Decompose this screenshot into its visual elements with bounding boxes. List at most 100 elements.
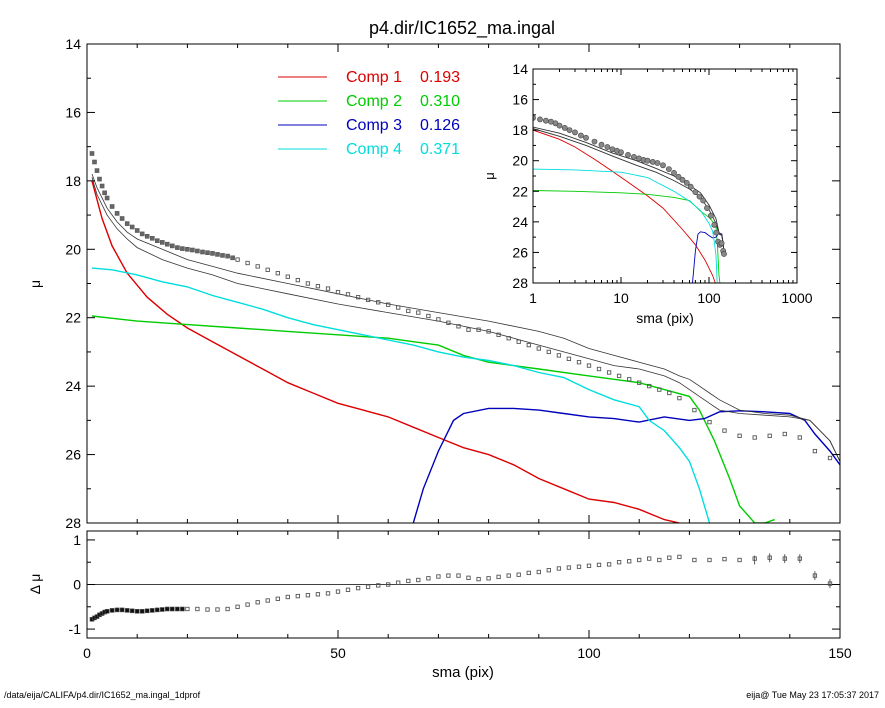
inset-data-point (671, 169, 677, 176)
data-point (200, 249, 205, 255)
residual-point (627, 559, 632, 564)
residual-point (446, 573, 451, 578)
data-point (124, 221, 130, 226)
data-point (616, 373, 622, 379)
data-point (426, 313, 431, 319)
residual-point (506, 573, 511, 578)
inset-data-point (660, 162, 666, 169)
data-point (627, 377, 632, 382)
y-tick-label: 18 (65, 173, 81, 189)
residual-point (376, 583, 381, 588)
data-point (144, 234, 150, 239)
legend-label: Comp 1 (346, 69, 402, 86)
data-point (657, 387, 662, 392)
residual-point (139, 608, 145, 614)
series-comp-2 (91, 315, 775, 523)
inset-data-point (644, 157, 651, 164)
data-point (476, 327, 481, 332)
inset-data-point (583, 134, 589, 141)
chart-title: p4.dir/IC1652_ma.ingal (369, 18, 555, 39)
data-point (335, 289, 341, 295)
legend-value: 0.310 (420, 93, 460, 110)
inset-data-point (721, 251, 727, 257)
inset-series-comp-1 (533, 129, 716, 283)
inset-data-point (543, 117, 549, 124)
residual-point (536, 569, 541, 575)
inset-data-point (683, 179, 690, 186)
residual-point (215, 607, 220, 612)
data-point (707, 419, 712, 425)
residual-point (160, 607, 165, 612)
series-comp-3 (412, 407, 840, 523)
residual-point (275, 596, 280, 601)
footer-file-path: /data/eija/CALIFA/p4.dir/IC1652_ma.ingal… (4, 690, 201, 700)
residual-point (165, 606, 170, 612)
series-total-model-4 (91, 177, 840, 462)
inset-data-point (718, 240, 725, 247)
residual-point (647, 556, 652, 561)
residual-point (416, 577, 421, 583)
data-point (139, 231, 145, 237)
data-point (305, 281, 311, 286)
data-point (536, 346, 541, 351)
inset-data-point (566, 127, 573, 134)
residual-point (767, 555, 772, 560)
inset-data-point (556, 122, 563, 129)
x-axis-label: sma (pix) (432, 664, 494, 681)
data-point (436, 317, 441, 322)
residual-point (150, 608, 155, 613)
inset-axes: 1 10 100 1000 14 16 18 20 22 24 26 28 (512, 61, 812, 306)
residual-point (315, 592, 321, 597)
data-point (827, 455, 833, 461)
residual-point (486, 576, 491, 581)
inset-data-point (537, 116, 543, 123)
residual-point (144, 608, 150, 614)
inset-data-point (675, 173, 682, 180)
data-point (586, 363, 592, 368)
residual-point (355, 585, 361, 591)
inset-y-axis-label: μ (482, 172, 497, 180)
data-point (667, 390, 672, 396)
data-point (99, 183, 105, 189)
data-point (102, 190, 107, 196)
residual-point (365, 584, 371, 589)
data-point (355, 295, 361, 300)
residual-point (245, 602, 250, 607)
legend: Comp 1 0.193 Comp 2 0.310 Comp 3 0.126 Comp 4 0… (278, 69, 460, 158)
data-point (215, 252, 220, 257)
data-point (315, 284, 321, 289)
data-point (456, 324, 461, 329)
y-tick-label: 20 (65, 241, 81, 257)
y-tick-label: 26 (65, 447, 81, 463)
y-tick-label: 16 (65, 104, 81, 120)
residual-point (667, 555, 672, 560)
residual-point (677, 554, 682, 560)
residual-point (235, 604, 240, 609)
residual-y-axis-label: Δ μ (27, 574, 43, 595)
data-point (576, 360, 582, 365)
y-tick-label: 22 (512, 183, 528, 199)
residual-point (707, 557, 712, 563)
x-tick-label: 10 (613, 290, 629, 306)
legend-label: Comp 2 (346, 93, 402, 110)
residual-point (185, 606, 190, 612)
residual-point (205, 607, 210, 612)
data-point (195, 248, 200, 254)
inset-data-point (708, 212, 714, 219)
inset-series-comp-4 (533, 168, 718, 283)
data-point (546, 349, 551, 355)
data-point (109, 204, 115, 209)
residual-point (476, 576, 481, 582)
data-point (104, 195, 110, 201)
residual-panel: 0 50 100 150-101 Δ μ sma (pix) (27, 530, 852, 681)
y-tick-label: 22 (65, 310, 81, 326)
y-tick-label: 28 (512, 275, 528, 291)
data-point (496, 332, 501, 337)
residual-plot-area (87, 553, 840, 622)
series-comp-1 (91, 180, 680, 523)
residual-point (616, 560, 622, 565)
y-tick-label: 28 (65, 515, 81, 531)
inset-plot-area (533, 115, 727, 283)
data-point (165, 241, 170, 247)
data-point (97, 176, 102, 182)
